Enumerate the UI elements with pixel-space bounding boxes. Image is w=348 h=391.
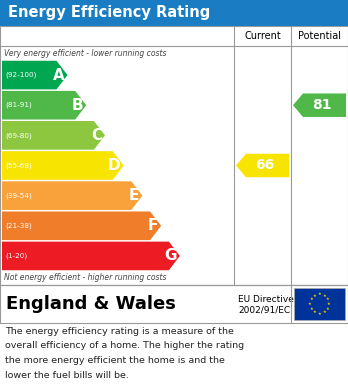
Text: (39-54): (39-54) — [5, 192, 32, 199]
Text: overall efficiency of a home. The higher the rating: overall efficiency of a home. The higher… — [5, 341, 244, 350]
Text: G: G — [164, 248, 177, 264]
Polygon shape — [2, 181, 142, 210]
Text: ★: ★ — [309, 297, 313, 301]
Text: ★: ★ — [308, 302, 312, 306]
Text: (55-68): (55-68) — [5, 162, 32, 169]
Text: 2002/91/EC: 2002/91/EC — [238, 305, 290, 314]
Text: F: F — [148, 218, 158, 233]
Text: ★: ★ — [323, 294, 326, 298]
Text: the more energy efficient the home is and the: the more energy efficient the home is an… — [5, 356, 225, 365]
Text: Energy Efficiency Rating: Energy Efficiency Rating — [8, 5, 210, 20]
Text: ★: ★ — [313, 294, 317, 298]
Text: Potential: Potential — [298, 31, 341, 41]
Text: ★: ★ — [323, 310, 326, 314]
Text: Current: Current — [244, 31, 281, 41]
Text: (81-91): (81-91) — [5, 102, 32, 108]
Polygon shape — [2, 212, 161, 240]
Bar — [0, 285, 348, 323]
Polygon shape — [2, 151, 124, 180]
Text: (92-100): (92-100) — [5, 72, 37, 78]
Text: EU Directive: EU Directive — [238, 295, 294, 304]
Text: (1-20): (1-20) — [5, 253, 27, 259]
Text: 81: 81 — [312, 98, 331, 112]
Text: C: C — [91, 128, 102, 143]
Text: B: B — [72, 98, 83, 113]
Text: ★: ★ — [326, 307, 330, 311]
Text: The energy efficiency rating is a measure of the: The energy efficiency rating is a measur… — [5, 327, 234, 336]
Text: A: A — [53, 68, 64, 83]
Text: ★: ★ — [326, 297, 330, 301]
Text: (21-38): (21-38) — [5, 222, 32, 229]
Text: E: E — [129, 188, 140, 203]
Text: ★: ★ — [327, 302, 331, 306]
Text: D: D — [108, 158, 121, 173]
Polygon shape — [2, 242, 180, 270]
Polygon shape — [2, 121, 105, 150]
Text: ★: ★ — [318, 312, 321, 316]
Polygon shape — [2, 91, 86, 120]
Bar — [0, 0, 348, 26]
Bar — [0, 26, 348, 285]
Text: (69-80): (69-80) — [5, 132, 32, 138]
Text: 66: 66 — [255, 158, 274, 172]
Text: ★: ★ — [313, 310, 317, 314]
Bar — [294, 288, 345, 320]
Polygon shape — [236, 154, 289, 177]
Text: lower the fuel bills will be.: lower the fuel bills will be. — [5, 371, 129, 380]
Polygon shape — [2, 61, 68, 90]
Text: Very energy efficient - lower running costs: Very energy efficient - lower running co… — [4, 48, 166, 57]
Polygon shape — [293, 93, 346, 117]
Text: ★: ★ — [309, 307, 313, 311]
Text: England & Wales: England & Wales — [6, 295, 176, 313]
Text: ★: ★ — [318, 292, 321, 296]
Text: Not energy efficient - higher running costs: Not energy efficient - higher running co… — [4, 273, 166, 283]
